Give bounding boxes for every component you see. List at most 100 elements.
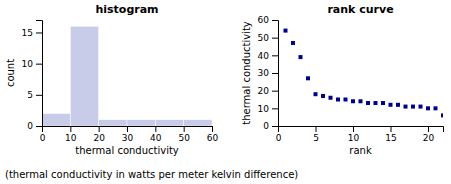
tick-mark [272,38,278,39]
tick-mark [36,32,42,33]
point [374,101,378,105]
tick: 10 [65,126,77,143]
axis-line [279,127,444,133]
axis-line [43,127,213,133]
tick: 0 [276,126,282,143]
tick: 20 [258,86,278,96]
tick: 0 [263,121,278,131]
point [411,105,415,109]
tick-label: 10 [348,133,360,143]
bar [155,120,183,126]
tick: 15 [22,28,42,38]
tick-label: 20 [258,86,270,96]
tick: 40 [150,126,162,143]
tick-label: 60 [258,15,270,25]
tick-mark [127,126,128,132]
tick-label: 15 [22,28,33,38]
tick-label: 50 [178,133,190,143]
figure: 0102030405060051015histogramthermal cond… [0,0,451,184]
tick: 20 [423,126,435,143]
tick-mark [272,108,278,109]
tick: 20 [93,126,105,143]
point [426,106,430,110]
tick-label: 30 [258,68,270,78]
tick-mark [99,126,100,132]
marks [284,29,444,118]
tick-mark [70,126,71,132]
y-axis-title: count [5,59,16,87]
tick-label: 0 [263,121,269,131]
x-axis: 0102030405060 [40,126,219,143]
tick: 15 [385,126,396,143]
bar [70,26,98,126]
tick-mark [212,126,213,132]
bar [184,120,212,126]
tick-label: 10 [258,104,270,114]
tick: 30 [122,126,134,143]
tick-label: 20 [423,133,435,143]
tick: 10 [348,126,360,143]
tick-label: 30 [122,133,134,143]
tick-mark [36,64,42,65]
tick-mark [353,126,354,132]
tick-mark [36,126,42,127]
tick: 50 [258,33,278,43]
y-axis-title: thermal conductivity [241,21,252,125]
tick-mark [428,126,429,132]
tick-mark [316,126,317,132]
tick-mark [36,95,42,96]
tick: 30 [258,68,278,78]
point [291,41,295,45]
point [336,98,340,102]
point [366,101,370,105]
tick-mark [272,20,278,21]
point [404,105,408,109]
y-axis: 0 10 20 30 40 50 60 [258,15,279,131]
tick: 10 [22,59,42,69]
y-axis: 0 5 10 15 [22,21,43,132]
tick-label: 5 [313,133,319,143]
x-axis-title: rank [349,145,372,156]
tick-label: 40 [258,51,270,61]
point [359,99,363,103]
point [419,105,423,109]
tick-label: 5 [27,90,33,100]
tick-label: 50 [258,33,270,43]
tick-label: 0 [27,121,33,131]
tick-mark [272,55,278,56]
point [389,103,393,107]
x-axis-title: thermal conductivity [75,145,179,156]
tick-label: 20 [93,133,105,143]
bar [99,120,127,126]
tick-mark [184,126,185,132]
point [299,55,303,59]
tick-label: 40 [150,133,162,143]
bar [42,114,70,126]
title: histogram [95,3,158,16]
title: rank curve [327,3,393,16]
point [351,99,355,103]
marks [42,26,212,126]
tick-label: 60 [207,133,219,143]
tick-mark [391,126,392,132]
panel: 0 5 10 15 20 0 10 20 30 40 50 60 rank curve rank therm… [241,3,445,156]
point [441,113,443,117]
point [321,94,325,98]
bar [127,120,155,126]
tick-label: 15 [385,133,396,143]
point [314,92,318,96]
tick-mark [272,126,278,127]
tick-label: 10 [22,59,34,69]
tick: 5 [27,90,42,100]
point [434,106,438,110]
tick: 0 [27,121,42,131]
point [284,29,288,33]
point [306,76,310,80]
tick-label: 0 [276,133,282,143]
tick: 60 [207,126,219,143]
point [329,96,333,100]
tick: 10 [258,104,278,114]
tick: 5 [313,126,319,143]
tick: 50 [178,126,190,143]
tick-label: 10 [65,133,77,143]
